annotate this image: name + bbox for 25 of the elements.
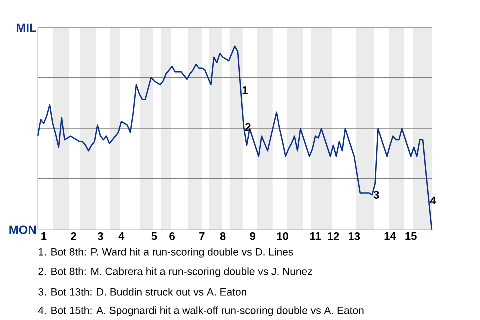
text: MIL (17, 24, 36, 32)
text: 3. Bot 13th: D. Buddin struck out vs A. Eaton (38, 288, 246, 296)
x-tick-label: 4 (118, 232, 125, 240)
x-tick-label: 5 (152, 232, 158, 240)
x-tick-label: 1 (42, 232, 47, 240)
x-tick-label: 14 (384, 232, 396, 240)
annotation: 1 (242, 86, 248, 94)
x-tick-label: 2 (71, 232, 76, 240)
text: 4. Bot 15th: A. Spognardi hit a walk-off run-scoring double vs A. Eaton (38, 306, 364, 316)
annotation: 2 (246, 123, 251, 131)
x-tick-label: 12 (328, 232, 340, 240)
annotation: 4 (430, 196, 436, 204)
x-tick-label: 7 (200, 232, 205, 240)
x-tick-label: 3 (98, 232, 104, 240)
text: 1. Bot 8th: P. Ward hit a run-scoring double vs D. Lines (39, 248, 294, 258)
x-tick-label: 8 (220, 232, 226, 240)
annotation: 3 (374, 191, 380, 199)
x-tick-label: 13 (348, 232, 360, 240)
x-tick-label: 10 (277, 232, 288, 240)
x-tick-label: 11 (310, 232, 322, 240)
text: MON (10, 226, 36, 234)
text: 2. Bot 8th: M. Cabrera hit a run-scoring double vs J. Nunez (38, 268, 312, 278)
x-tick-label: 9 (250, 232, 256, 240)
x-tick-label: 6 (170, 232, 175, 240)
x-tick-label: 15 (406, 232, 417, 240)
